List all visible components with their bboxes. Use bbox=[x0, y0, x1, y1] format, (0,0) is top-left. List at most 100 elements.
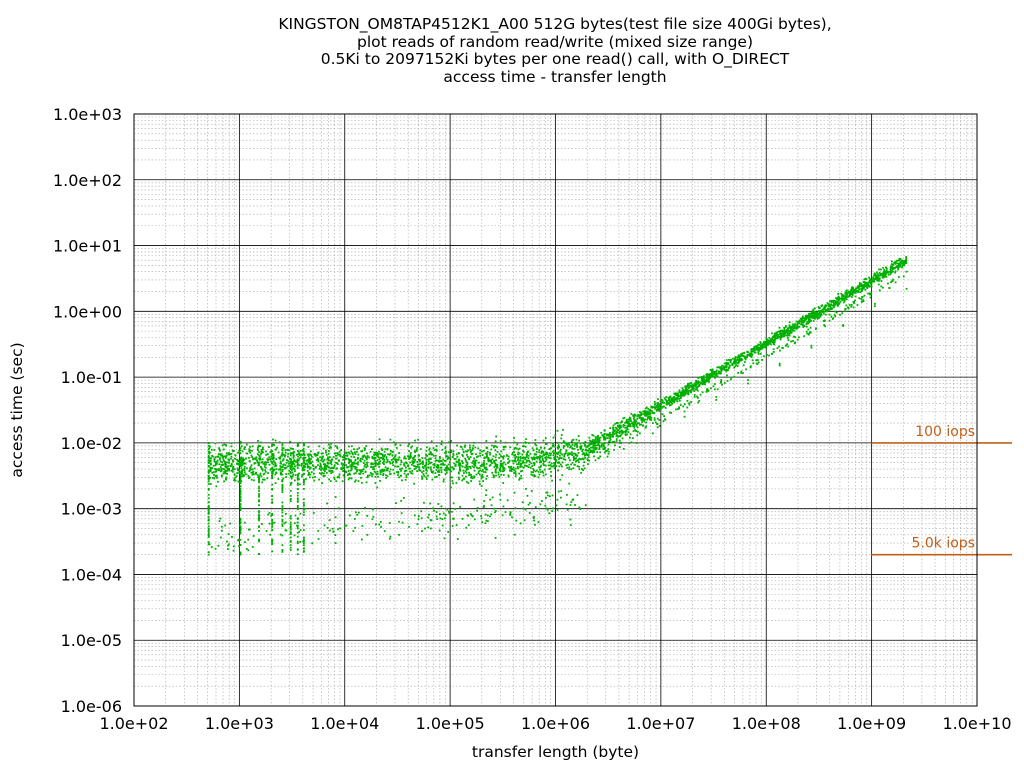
data-point bbox=[212, 455, 214, 458]
data-point bbox=[436, 518, 439, 520]
data-point bbox=[235, 475, 238, 477]
data-point bbox=[258, 526, 260, 529]
data-point bbox=[389, 468, 392, 471]
data-point bbox=[686, 406, 689, 409]
data-point bbox=[447, 463, 450, 466]
data-point bbox=[638, 415, 641, 417]
data-point bbox=[464, 444, 467, 447]
data-point bbox=[281, 511, 284, 514]
data-point bbox=[517, 453, 519, 456]
data-point bbox=[291, 465, 294, 468]
data-point bbox=[363, 465, 366, 468]
data-point bbox=[864, 285, 867, 288]
data-point bbox=[681, 391, 684, 393]
data-point bbox=[439, 513, 441, 516]
data-point bbox=[728, 366, 731, 369]
data-point bbox=[522, 450, 525, 453]
data-point bbox=[880, 285, 883, 288]
data-point bbox=[358, 447, 361, 449]
data-point bbox=[568, 456, 570, 459]
data-point bbox=[348, 514, 351, 517]
data-point bbox=[531, 465, 534, 468]
data-point bbox=[373, 457, 375, 459]
data-point bbox=[234, 454, 237, 457]
data-point bbox=[303, 464, 306, 467]
data-point bbox=[209, 462, 212, 465]
data-point bbox=[502, 474, 505, 476]
data-point bbox=[873, 272, 876, 275]
data-point bbox=[411, 461, 414, 464]
data-point bbox=[298, 441, 301, 444]
data-point bbox=[538, 473, 541, 476]
data-point bbox=[465, 459, 467, 462]
data-point bbox=[263, 478, 266, 481]
data-point bbox=[378, 462, 381, 465]
data-point bbox=[788, 334, 791, 337]
data-point bbox=[208, 457, 211, 459]
data-point bbox=[489, 464, 492, 466]
title-line-4: access time - transfer length bbox=[443, 67, 667, 86]
data-point bbox=[514, 453, 517, 456]
data-point bbox=[833, 304, 836, 307]
data-point bbox=[873, 279, 876, 282]
data-point bbox=[693, 383, 696, 385]
data-point bbox=[207, 455, 210, 457]
data-point bbox=[372, 508, 374, 511]
data-point bbox=[240, 473, 242, 475]
data-point bbox=[550, 465, 553, 468]
data-point bbox=[796, 338, 799, 341]
data-point bbox=[728, 359, 730, 361]
data-point bbox=[420, 517, 423, 520]
data-point bbox=[731, 364, 734, 366]
data-point bbox=[569, 446, 571, 449]
data-point bbox=[546, 494, 549, 497]
data-point bbox=[442, 512, 445, 515]
data-point bbox=[230, 455, 233, 458]
data-point bbox=[296, 504, 299, 507]
data-point bbox=[719, 367, 722, 370]
data-point bbox=[330, 442, 332, 445]
data-point bbox=[686, 389, 688, 392]
data-point bbox=[400, 461, 403, 464]
data-point bbox=[451, 517, 454, 520]
data-point bbox=[800, 320, 803, 322]
data-point bbox=[565, 444, 568, 446]
data-point bbox=[533, 475, 536, 478]
data-point bbox=[663, 402, 666, 404]
data-point bbox=[715, 372, 718, 375]
data-point bbox=[512, 462, 515, 465]
data-point bbox=[860, 300, 863, 303]
data-point bbox=[492, 446, 495, 449]
data-point bbox=[303, 466, 305, 469]
data-point bbox=[340, 467, 343, 469]
data-point bbox=[680, 393, 683, 396]
data-point bbox=[413, 456, 415, 459]
data-point bbox=[744, 358, 747, 361]
data-point bbox=[233, 477, 236, 480]
data-point bbox=[289, 495, 292, 497]
data-point bbox=[290, 463, 293, 466]
data-point bbox=[387, 453, 389, 456]
data-point bbox=[706, 378, 709, 381]
data-point bbox=[853, 302, 855, 304]
data-point bbox=[331, 527, 334, 530]
data-point bbox=[694, 388, 697, 391]
data-point bbox=[486, 514, 489, 517]
data-point bbox=[573, 447, 576, 450]
data-point bbox=[598, 441, 601, 444]
data-point bbox=[582, 442, 585, 445]
data-point bbox=[214, 464, 217, 467]
data-point bbox=[603, 448, 606, 450]
data-point bbox=[771, 332, 773, 335]
data-point bbox=[303, 442, 305, 445]
data-point bbox=[343, 525, 346, 528]
data-point bbox=[297, 455, 299, 458]
data-point bbox=[398, 520, 400, 523]
data-point bbox=[227, 543, 230, 546]
data-point bbox=[302, 453, 305, 456]
data-point bbox=[337, 528, 340, 531]
data-point bbox=[851, 292, 854, 295]
data-point bbox=[750, 353, 752, 356]
data-point bbox=[450, 510, 453, 513]
data-point bbox=[517, 451, 520, 454]
